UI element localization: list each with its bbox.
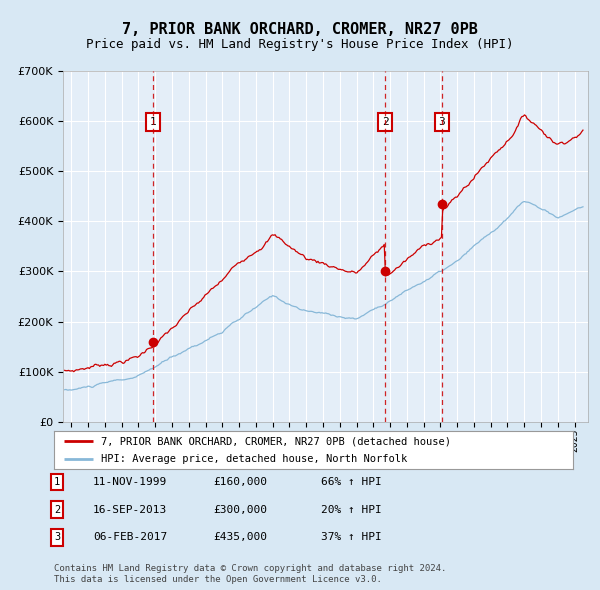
Text: £160,000: £160,000 <box>213 477 267 487</box>
Text: 7, PRIOR BANK ORCHARD, CROMER, NR27 0PB (detached house): 7, PRIOR BANK ORCHARD, CROMER, NR27 0PB … <box>101 436 451 446</box>
Text: 1: 1 <box>54 477 60 487</box>
Text: 3: 3 <box>439 117 445 127</box>
Text: £300,000: £300,000 <box>213 505 267 514</box>
Text: This data is licensed under the Open Government Licence v3.0.: This data is licensed under the Open Gov… <box>54 575 382 584</box>
Text: 37% ↑ HPI: 37% ↑ HPI <box>321 533 382 542</box>
Text: 3: 3 <box>54 533 60 542</box>
Text: £435,000: £435,000 <box>213 533 267 542</box>
Text: 66% ↑ HPI: 66% ↑ HPI <box>321 477 382 487</box>
Text: 06-FEB-2017: 06-FEB-2017 <box>93 533 167 542</box>
Text: 7, PRIOR BANK ORCHARD, CROMER, NR27 0PB: 7, PRIOR BANK ORCHARD, CROMER, NR27 0PB <box>122 22 478 37</box>
Text: 1: 1 <box>149 117 157 127</box>
Text: 11-NOV-1999: 11-NOV-1999 <box>93 477 167 487</box>
Text: Price paid vs. HM Land Registry's House Price Index (HPI): Price paid vs. HM Land Registry's House … <box>86 38 514 51</box>
Text: 2: 2 <box>382 117 389 127</box>
Text: 16-SEP-2013: 16-SEP-2013 <box>93 505 167 514</box>
Text: 2: 2 <box>54 505 60 514</box>
Text: Contains HM Land Registry data © Crown copyright and database right 2024.: Contains HM Land Registry data © Crown c… <box>54 565 446 573</box>
Text: HPI: Average price, detached house, North Norfolk: HPI: Average price, detached house, Nort… <box>101 454 407 464</box>
Text: 20% ↑ HPI: 20% ↑ HPI <box>321 505 382 514</box>
